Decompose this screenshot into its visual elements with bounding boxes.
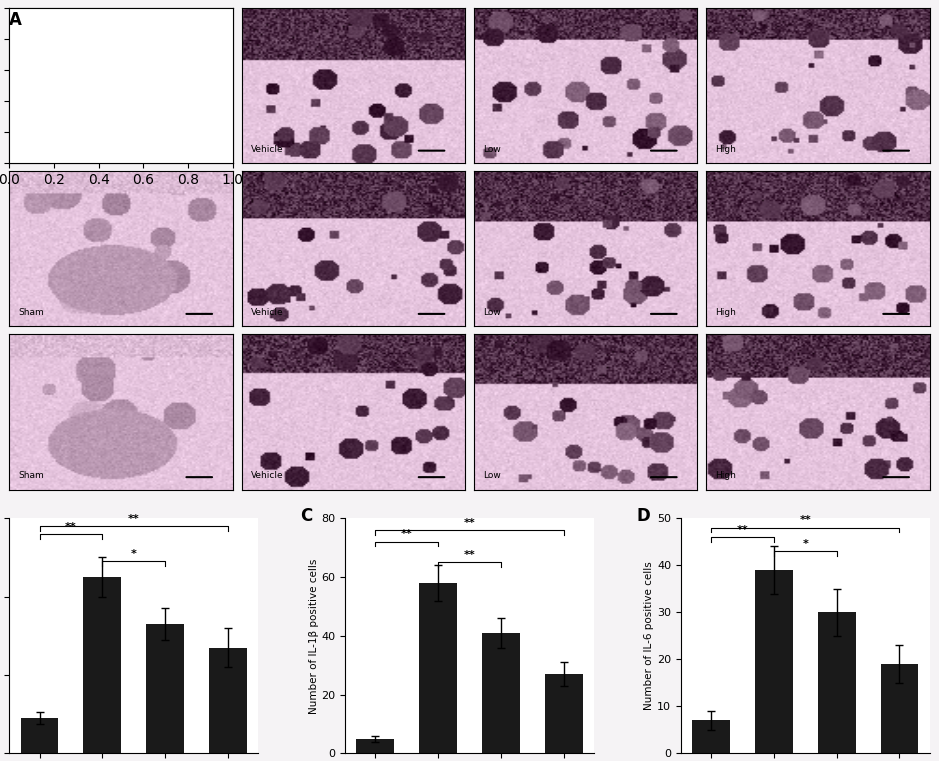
Text: **: **	[464, 517, 475, 527]
Bar	[881, 664, 918, 753]
Text: High: High	[716, 308, 736, 317]
Bar	[692, 721, 730, 753]
Bar	[755, 570, 793, 753]
Text: **: **	[128, 514, 140, 524]
Text: **: **	[736, 525, 748, 535]
Text: Low: Low	[483, 145, 500, 154]
Text: A: A	[9, 11, 23, 30]
Bar	[209, 648, 247, 753]
Y-axis label: Number of IL-6 positive cells: Number of IL-6 positive cells	[644, 562, 654, 710]
Text: Sham: Sham	[19, 308, 44, 317]
Text: **: **	[799, 515, 811, 525]
Text: Low: Low	[483, 471, 500, 480]
Bar	[357, 739, 394, 753]
Text: High: High	[716, 145, 736, 154]
Text: Sham: Sham	[19, 145, 44, 154]
Y-axis label: Number of IL-1β positive cells: Number of IL-1β positive cells	[309, 558, 318, 714]
Bar	[84, 577, 121, 753]
Text: Low: Low	[483, 308, 500, 317]
Bar	[21, 718, 58, 753]
Bar	[818, 613, 855, 753]
Bar	[146, 624, 184, 753]
Text: Vehicle: Vehicle	[251, 308, 284, 317]
Bar	[545, 674, 582, 753]
Text: *: *	[802, 539, 808, 549]
Text: Vehicle: Vehicle	[251, 145, 284, 154]
Text: **: **	[464, 550, 475, 560]
Text: Sham: Sham	[19, 471, 44, 480]
Text: C: C	[300, 507, 313, 524]
Bar	[482, 633, 520, 753]
Text: Vehicle: Vehicle	[251, 471, 284, 480]
Text: **: **	[401, 530, 412, 540]
Text: D: D	[636, 507, 650, 524]
Bar	[419, 583, 457, 753]
Text: High: High	[716, 471, 736, 480]
Text: **: **	[65, 521, 77, 532]
Text: *: *	[131, 549, 137, 559]
